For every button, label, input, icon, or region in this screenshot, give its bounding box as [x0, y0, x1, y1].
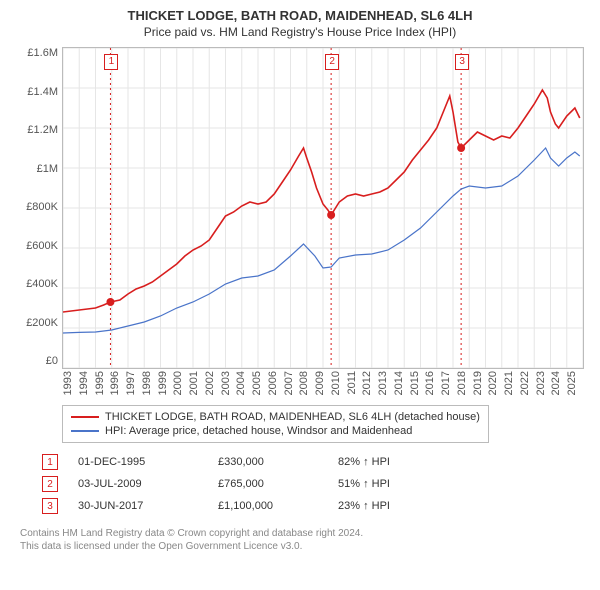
x-tick-label: 2008	[298, 371, 314, 395]
event-marker-box: 3	[455, 54, 469, 70]
footer: Contains HM Land Registry data © Crown c…	[20, 527, 590, 553]
event-price: £765,000	[218, 478, 318, 490]
legend-label: HPI: Average price, detached house, Wind…	[105, 425, 412, 437]
event-date: 03-JUL-2009	[78, 478, 198, 490]
legend-label: THICKET LODGE, BATH ROAD, MAIDENHEAD, SL…	[105, 411, 480, 423]
event-price: £330,000	[218, 456, 318, 468]
event-date: 30-JUN-2017	[78, 500, 198, 512]
x-tick-label: 2020	[487, 371, 503, 395]
plot-area: 1 2 3	[62, 47, 584, 369]
events-table: 1 01-DEC-1995 £330,000 82% ↑ HPI 2 03-JUL-200…	[42, 451, 590, 517]
y-tick-label: £800K	[26, 201, 58, 213]
event-pct: 23% ↑ HPI	[338, 500, 428, 512]
y-tick-label: £1M	[37, 163, 58, 175]
x-tick-label: 2023	[535, 371, 551, 395]
x-tick-label: 2000	[172, 371, 188, 395]
y-tick-label: £0	[46, 355, 58, 367]
x-tick-label: 1999	[157, 371, 173, 395]
x-tick-label: 2007	[283, 371, 299, 395]
x-tick-label: 2011	[346, 371, 362, 395]
y-tick-label: £1.4M	[27, 86, 58, 98]
event-dot	[106, 298, 114, 306]
event-index-box: 2	[42, 476, 58, 492]
x-tick-label: 1993	[62, 371, 78, 395]
x-tick-label: 2014	[393, 371, 409, 395]
plot-svg	[63, 48, 583, 368]
x-tick-label: 2009	[314, 371, 330, 395]
event-row: 2 03-JUL-2009 £765,000 51% ↑ HPI	[42, 473, 590, 495]
x-tick-label: 2013	[377, 371, 393, 395]
x-tick-label: 2017	[440, 371, 456, 395]
x-tick-label: 2019	[472, 371, 488, 395]
x-tick-label: 2021	[503, 371, 519, 395]
x-tick-label: 2016	[424, 371, 440, 395]
footer-line-1: Contains HM Land Registry data © Crown c…	[20, 527, 590, 540]
x-tick-label: 2003	[220, 371, 236, 395]
x-tick-label: 1998	[141, 371, 157, 395]
event-date: 01-DEC-1995	[78, 456, 198, 468]
x-tick-label: 2012	[361, 371, 377, 395]
x-tick-label: 2018	[456, 371, 472, 395]
chart-subtitle: Price paid vs. HM Land Registry's House …	[10, 25, 590, 39]
event-dot	[327, 211, 335, 219]
x-tick-label: 2022	[519, 371, 535, 395]
event-pct: 82% ↑ HPI	[338, 456, 428, 468]
event-price: £1,100,000	[218, 500, 318, 512]
event-marker-box: 1	[104, 54, 118, 70]
x-tick-label: 2024	[550, 371, 566, 395]
legend-row: THICKET LODGE, BATH ROAD, MAIDENHEAD, SL…	[71, 410, 480, 424]
x-tick-label: 2001	[188, 371, 204, 395]
x-axis: 1993199419951996199719981999200020012002…	[62, 371, 582, 395]
event-index-box: 3	[42, 498, 58, 514]
y-tick-label: £200K	[26, 317, 58, 329]
event-row: 3 30-JUN-2017 £1,100,000 23% ↑ HPI	[42, 495, 590, 517]
y-tick-label: £400K	[26, 278, 58, 290]
y-tick-label: £1.6M	[27, 47, 58, 59]
event-marker-box: 2	[325, 54, 339, 70]
legend-swatch	[71, 416, 99, 418]
x-tick-label: 2006	[267, 371, 283, 395]
event-pct: 51% ↑ HPI	[338, 478, 428, 490]
x-tick-label: 1995	[94, 371, 110, 395]
legend: THICKET LODGE, BATH ROAD, MAIDENHEAD, SL…	[62, 405, 489, 443]
x-tick-label: 1996	[109, 371, 125, 395]
x-tick-label: 2010	[330, 371, 346, 395]
y-axis: £1.6M £1.4M £1.2M £1M £800K £600K £400K £200K £0	[10, 47, 62, 367]
y-tick-label: £600K	[26, 240, 58, 252]
x-tick-label: 2015	[409, 371, 425, 395]
legend-row: HPI: Average price, detached house, Wind…	[71, 424, 480, 438]
chart-container: THICKET LODGE, BATH ROAD, MAIDENHEAD, SL…	[0, 0, 600, 563]
x-tick-label: 2005	[251, 371, 267, 395]
footer-line-2: This data is licensed under the Open Gov…	[20, 540, 590, 553]
y-tick-label: £1.2M	[27, 124, 58, 136]
x-tick-label: 1997	[125, 371, 141, 395]
x-tick-label: 1994	[78, 371, 94, 395]
x-tick-label: 2025	[566, 371, 582, 395]
legend-swatch	[71, 430, 99, 432]
x-tick-label: 2002	[204, 371, 220, 395]
event-index-box: 1	[42, 454, 58, 470]
event-row: 1 01-DEC-1995 £330,000 82% ↑ HPI	[42, 451, 590, 473]
plot-wrap: £1.6M £1.4M £1.2M £1M £800K £600K £400K £200K £0…	[10, 47, 590, 369]
x-tick-label: 2004	[235, 371, 251, 395]
event-dot	[457, 144, 465, 152]
chart-title: THICKET LODGE, BATH ROAD, MAIDENHEAD, SL…	[10, 8, 590, 23]
